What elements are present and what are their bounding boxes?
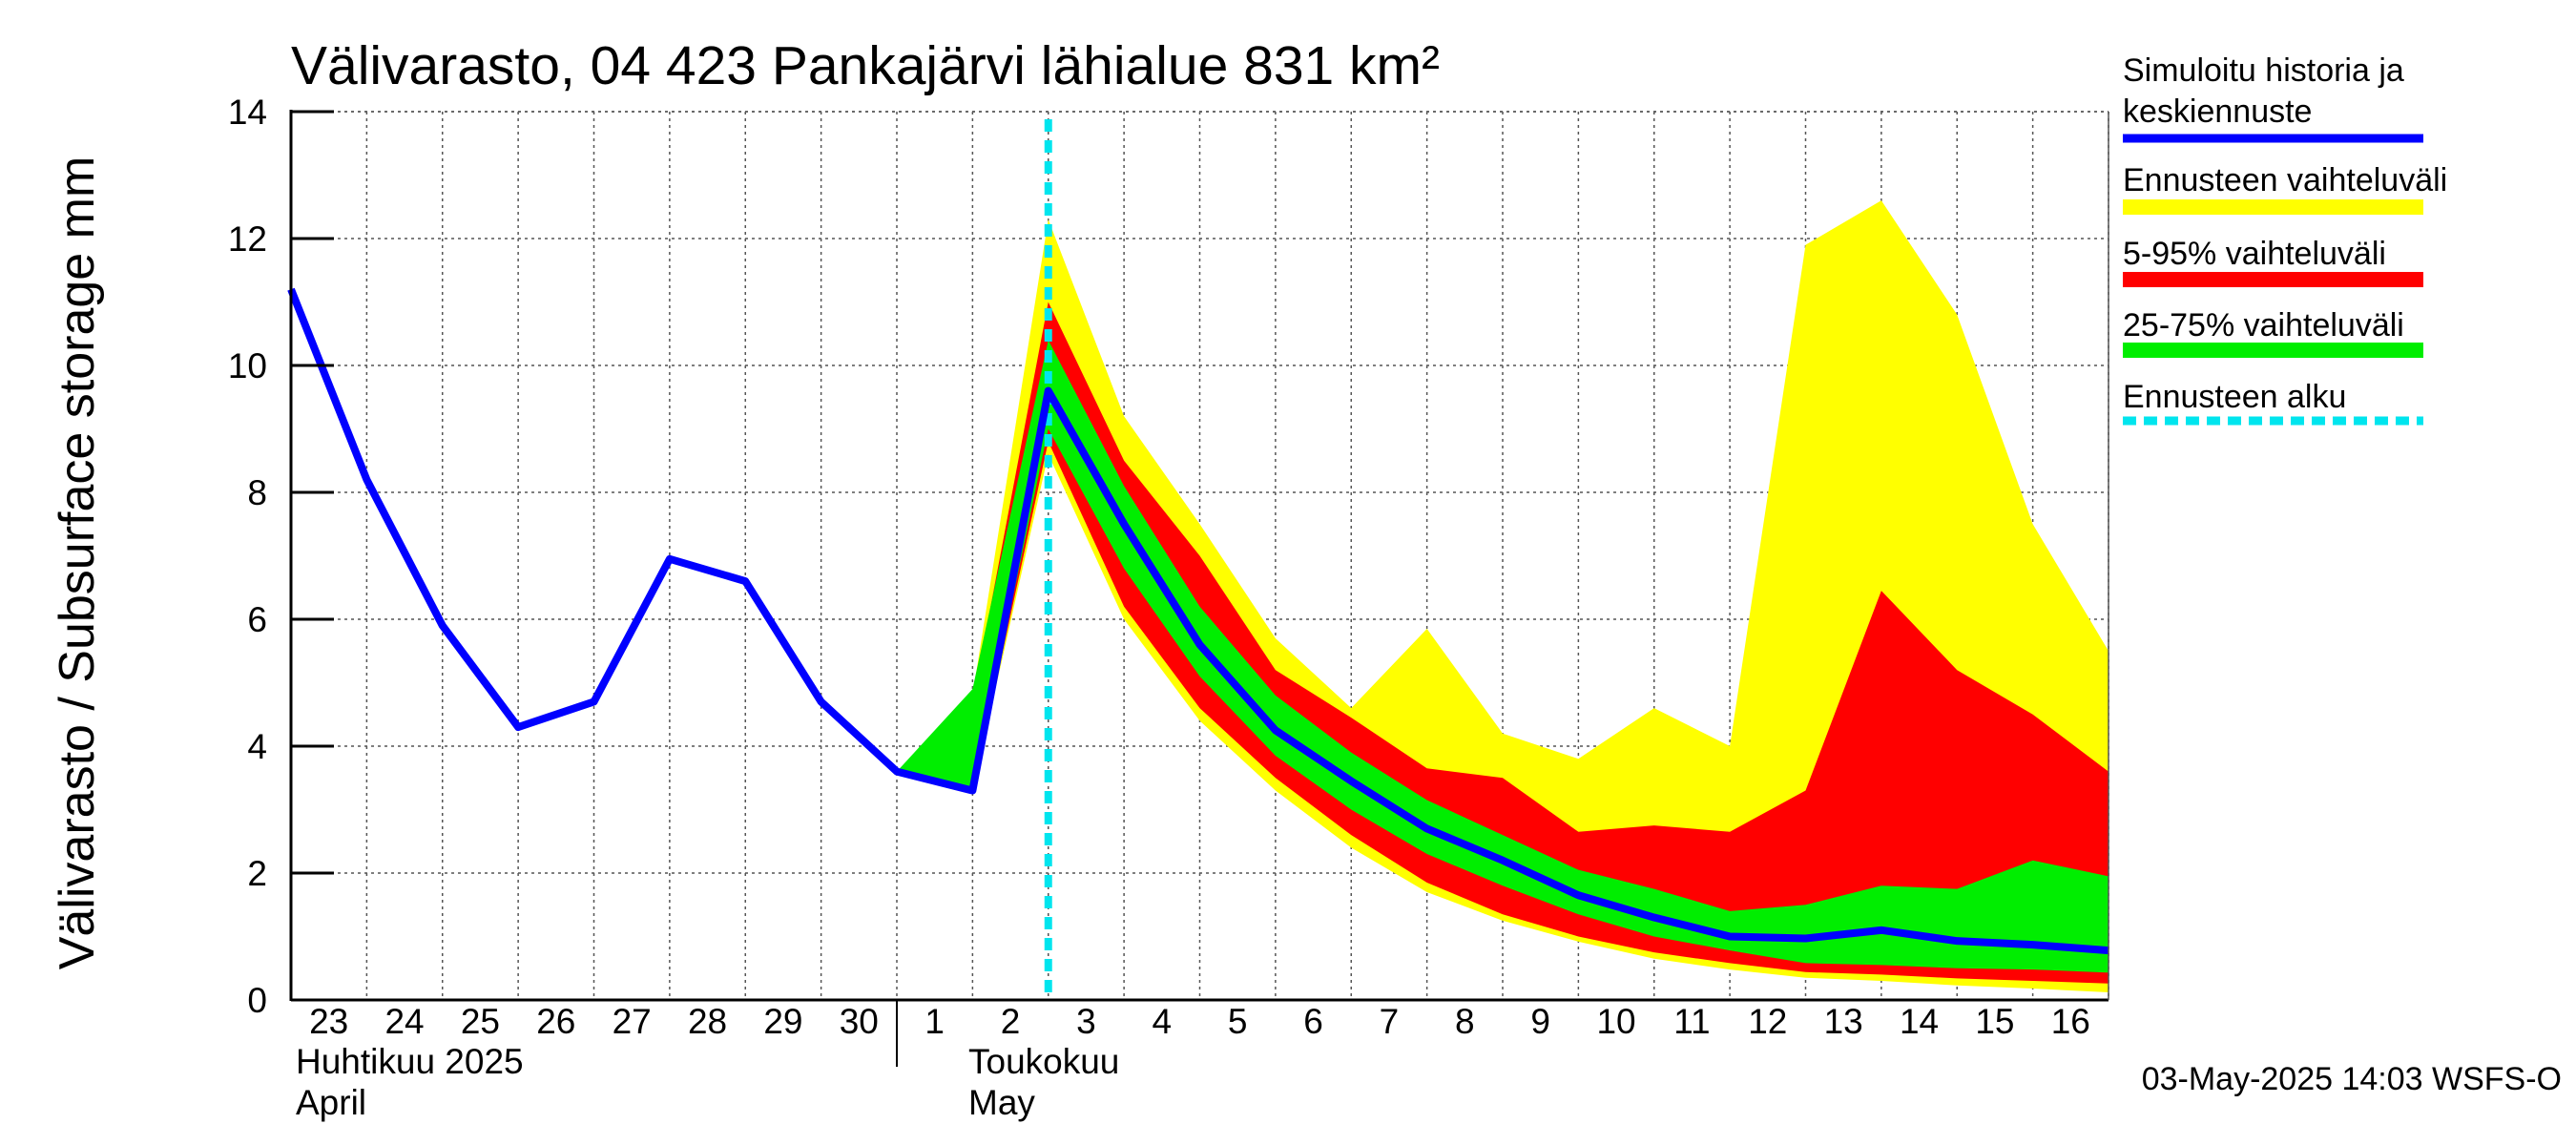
x-day-label: 2 <box>1001 1002 1021 1041</box>
series-lines <box>287 119 2109 1000</box>
chart-title: Välivarasto, 04 423 Pankajärvi lähialue … <box>291 35 1440 96</box>
axes <box>289 110 2109 1002</box>
x-day-label: 16 <box>2051 1002 2090 1041</box>
legend-label: Ennusteen alku <box>2123 379 2346 415</box>
x-day-label: 15 <box>1975 1002 2014 1041</box>
x-day-label: 23 <box>309 1002 348 1041</box>
x-day-label: 29 <box>763 1002 802 1041</box>
y-tick-label: 2 <box>247 854 267 893</box>
y-tick-label: 6 <box>247 600 267 639</box>
x-day-label: 24 <box>384 1002 424 1041</box>
legend-label: keskiennuste <box>2123 94 2312 130</box>
x-day-label: 28 <box>688 1002 727 1041</box>
month-label-en: May <box>968 1083 1035 1122</box>
x-day-label: 27 <box>613 1002 652 1041</box>
month-label-fi: Huhtikuu 2025 <box>296 1042 524 1081</box>
legend: Simuloitu historia ja keskiennuste Ennuste… <box>2123 52 2447 426</box>
x-day-label: 3 <box>1076 1002 1096 1041</box>
y-tick-label: 12 <box>228 219 267 259</box>
month-label-en: April <box>296 1083 366 1122</box>
x-day-label: 12 <box>1748 1002 1787 1041</box>
x-day-label: 26 <box>536 1002 575 1041</box>
x-day-label: 9 <box>1530 1002 1550 1041</box>
x-day-label: 7 <box>1380 1002 1400 1041</box>
x-day-label: 25 <box>461 1002 500 1041</box>
x-day-label: 5 <box>1228 1002 1248 1041</box>
legend-label: 25-75% vaihteluväli <box>2123 307 2404 344</box>
x-day-label: 8 <box>1455 1002 1475 1041</box>
timestamp-footer: 03-May-2025 14:03 WSFS-O <box>2142 1061 2562 1097</box>
forecast-bands <box>897 200 2109 993</box>
legend-label: Ennusteen vaihteluväli <box>2123 162 2447 198</box>
band-25-75 <box>897 340 2109 973</box>
y-tick-label: 8 <box>247 473 267 512</box>
x-day-label: 14 <box>1900 1002 1939 1041</box>
x-day-label: 13 <box>1824 1002 1863 1041</box>
x-day-label: 11 <box>1673 1002 1710 1041</box>
y-tick-label: 14 <box>228 93 267 132</box>
x-day-label: 30 <box>840 1002 879 1041</box>
band-5-95 <box>897 302 2109 984</box>
x-day-label: 4 <box>1153 1002 1173 1041</box>
y-axis-label: Välivarasto / Subsurface storage mm <box>50 156 105 970</box>
x-day-label: 10 <box>1596 1002 1635 1041</box>
month-label-fi: Toukokuu <box>968 1042 1119 1081</box>
y-tick-label: 4 <box>247 727 267 766</box>
y-tick-label: 10 <box>228 346 267 385</box>
x-day-label: 6 <box>1303 1002 1323 1041</box>
y-tick-label: 0 <box>247 981 267 1020</box>
mean-forecast-line <box>287 287 2109 955</box>
legend-label: 5-95% vaihteluväli <box>2123 236 2386 272</box>
x-day-label: 1 <box>924 1002 945 1041</box>
legend-label: Simuloitu historia ja <box>2123 52 2404 89</box>
